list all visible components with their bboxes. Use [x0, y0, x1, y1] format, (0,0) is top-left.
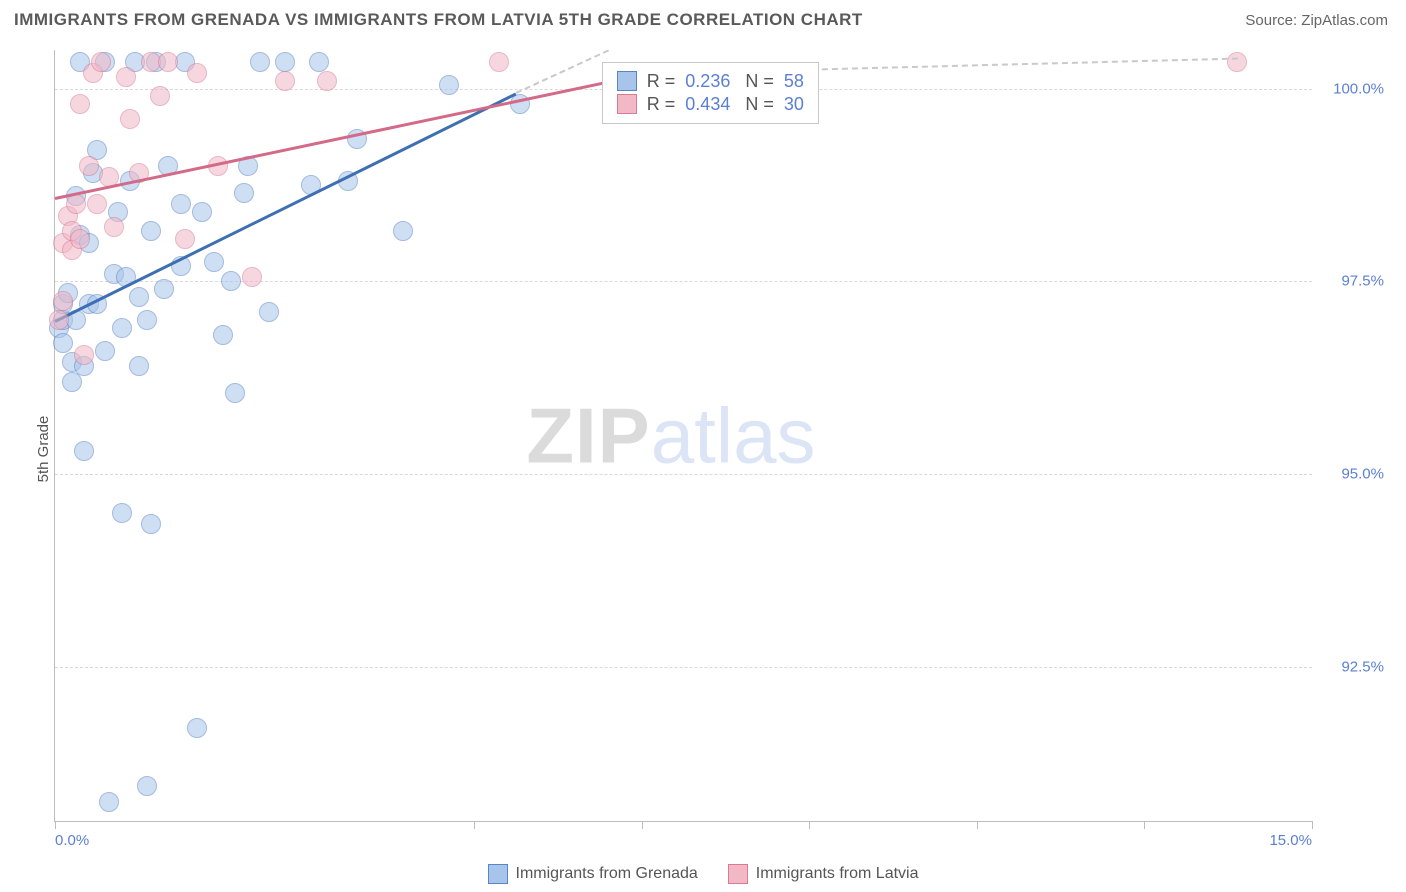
- plot-region: ZIPatlas 92.5%95.0%97.5%100.0%0.0%15.0%R…: [54, 50, 1312, 822]
- data-point: [95, 341, 115, 361]
- legend-label: Immigrants from Grenada: [516, 865, 698, 883]
- data-point: [192, 202, 212, 222]
- legend-swatch: [617, 71, 637, 91]
- data-point: [116, 67, 136, 87]
- x-tick: [55, 821, 56, 829]
- data-point: [74, 345, 94, 365]
- stat-r-value: 0.434: [685, 94, 730, 115]
- x-tick-label: 0.0%: [55, 832, 89, 849]
- data-point: [187, 63, 207, 83]
- legend-item: Immigrants from Grenada: [488, 864, 698, 884]
- y-tick-label: 100.0%: [1320, 80, 1384, 97]
- data-point: [141, 514, 161, 534]
- stat-n-label: N =: [740, 71, 774, 92]
- data-point: [1227, 52, 1247, 72]
- data-point: [250, 52, 270, 72]
- data-point: [99, 792, 119, 812]
- data-point: [70, 94, 90, 114]
- y-tick-label: 92.5%: [1320, 658, 1384, 675]
- data-point: [150, 86, 170, 106]
- stat-n-value: 30: [784, 94, 804, 115]
- data-point: [259, 302, 279, 322]
- data-point: [225, 383, 245, 403]
- stat-r-label: R =: [647, 71, 676, 92]
- stats-box: R = 0.236 N = 58 R = 0.434 N = 30: [602, 62, 819, 124]
- stat-r-label: R =: [647, 94, 676, 115]
- x-tick-label: 15.0%: [1269, 832, 1312, 849]
- watermark-zip: ZIP: [526, 391, 650, 479]
- chart-source: Source: ZipAtlas.com: [1245, 12, 1388, 29]
- data-point: [213, 325, 233, 345]
- x-tick: [1144, 821, 1145, 829]
- data-point: [234, 183, 254, 203]
- data-point: [171, 194, 191, 214]
- data-point: [120, 109, 140, 129]
- x-tick: [1312, 821, 1313, 829]
- gridline: [55, 667, 1312, 668]
- data-point: [317, 71, 337, 91]
- data-point: [53, 333, 73, 353]
- data-point: [489, 52, 509, 72]
- x-tick: [474, 821, 475, 829]
- x-tick: [642, 821, 643, 829]
- data-point: [129, 287, 149, 307]
- data-point: [275, 71, 295, 91]
- legend-label: Immigrants from Latvia: [756, 865, 919, 883]
- data-point: [242, 267, 262, 287]
- data-point: [70, 229, 90, 249]
- stat-n-value: 58: [784, 71, 804, 92]
- chart-area: 5th Grade ZIPatlas 92.5%95.0%97.5%100.0%…: [14, 46, 1392, 852]
- data-point: [275, 52, 295, 72]
- chart-header: IMMIGRANTS FROM GRENADA VS IMMIGRANTS FR…: [0, 0, 1406, 36]
- data-point: [439, 75, 459, 95]
- data-point: [204, 252, 224, 272]
- data-point: [158, 52, 178, 72]
- data-point: [91, 52, 111, 72]
- y-tick-label: 95.0%: [1320, 466, 1384, 483]
- legend: Immigrants from Grenada Immigrants from L…: [0, 864, 1406, 884]
- legend-swatch: [617, 94, 637, 114]
- legend-item: Immigrants from Latvia: [728, 864, 919, 884]
- legend-swatch: [728, 864, 748, 884]
- stats-row: R = 0.434 N = 30: [617, 94, 804, 115]
- stat-n-label: N =: [740, 94, 774, 115]
- y-tick-label: 97.5%: [1320, 273, 1384, 290]
- data-point: [112, 503, 132, 523]
- watermark: ZIPatlas: [526, 390, 815, 481]
- stats-row: R = 0.236 N = 58: [617, 71, 804, 92]
- legend-swatch: [488, 864, 508, 884]
- x-tick: [977, 821, 978, 829]
- y-axis-label: 5th Grade: [35, 416, 52, 483]
- gridline: [55, 474, 1312, 475]
- watermark-atlas: atlas: [651, 391, 816, 479]
- source-link[interactable]: ZipAtlas.com: [1301, 12, 1388, 29]
- data-point: [137, 776, 157, 796]
- data-point: [393, 221, 413, 241]
- stat-r-value: 0.236: [685, 71, 730, 92]
- data-point: [112, 318, 132, 338]
- data-point: [79, 156, 99, 176]
- data-point: [221, 271, 241, 291]
- data-point: [66, 194, 86, 214]
- data-point: [104, 217, 124, 237]
- data-point: [87, 194, 107, 214]
- data-point: [53, 291, 73, 311]
- data-point: [137, 310, 157, 330]
- data-point: [175, 229, 195, 249]
- data-point: [154, 279, 174, 299]
- data-point: [309, 52, 329, 72]
- data-point: [129, 356, 149, 376]
- x-tick: [809, 821, 810, 829]
- data-point: [141, 221, 161, 241]
- chart-title: IMMIGRANTS FROM GRENADA VS IMMIGRANTS FR…: [14, 10, 863, 30]
- data-point: [187, 718, 207, 738]
- data-point: [74, 441, 94, 461]
- data-point: [49, 310, 69, 330]
- source-prefix: Source:: [1245, 12, 1301, 29]
